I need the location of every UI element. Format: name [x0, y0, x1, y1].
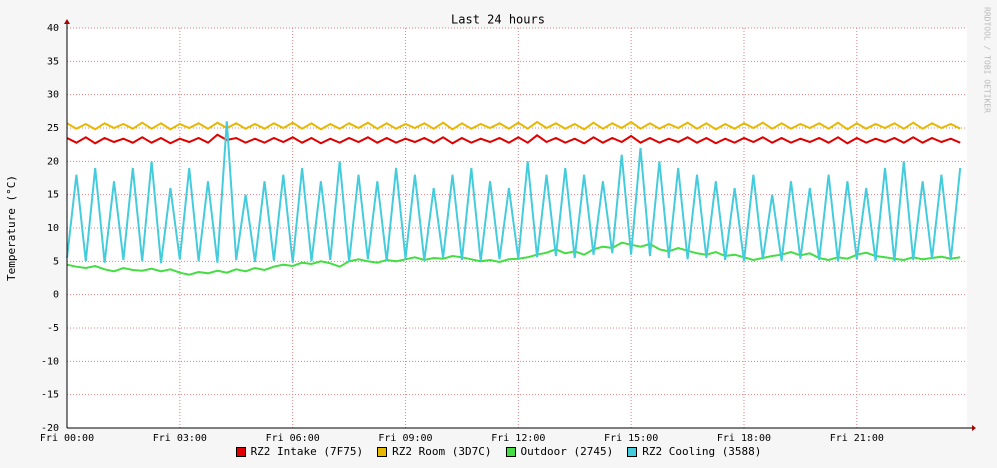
lines: [66, 120, 962, 276]
legend-swatch: [235, 446, 246, 457]
y-tick-label: -20: [41, 423, 59, 434]
y-axis-label: Temperature (°C): [5, 175, 18, 281]
legend-label: RZ2 Cooling (3588): [642, 445, 762, 458]
series-line: [66, 133, 961, 145]
x-tick-label: Fri 03:00: [153, 433, 207, 444]
legend-label: RZ2 Intake (7F75): [250, 445, 364, 458]
grid: [66, 27, 967, 429]
x-tick-label: Fri 00:00: [40, 433, 94, 444]
y-tick-label: -15: [41, 390, 59, 401]
x-tick-label: Fri 15:00: [604, 433, 658, 444]
y-tick-label: 0: [53, 290, 59, 301]
y-tick-label: 30: [47, 90, 59, 101]
legend-swatch: [627, 446, 638, 457]
y-tick-label: 35: [47, 56, 59, 67]
y-tick-label: 20: [47, 156, 59, 167]
x-tick-label: Fri 21:00: [830, 433, 884, 444]
legend-label: RZ2 Room (3D7C): [392, 445, 492, 458]
x-tick-label: Fri 06:00: [266, 433, 320, 444]
legend-item: RZ2 Cooling (3588): [627, 445, 761, 458]
legend: RZ2 Intake (7F75) RZ2 Room (3D7C) Outdoor …: [0, 445, 997, 458]
chart: Last 24 hours Temperature (°C) RRDTOOL /…: [5, 7, 992, 444]
x-arrow: [972, 425, 976, 431]
watermark: RRDTOOL / TOBI OETIKER: [983, 7, 992, 113]
y-tick-label: 40: [47, 23, 59, 34]
series-line: [66, 121, 962, 264]
x-tick-label: Fri 09:00: [378, 433, 432, 444]
x-tick-label: Fri 18:00: [717, 433, 771, 444]
y-tick-label: -10: [41, 356, 59, 367]
y-arrow: [64, 19, 70, 24]
x-tick-label: Fri 12:00: [491, 433, 545, 444]
y-tick-label: 10: [47, 223, 59, 234]
legend-item: RZ2 Intake (7F75): [235, 445, 364, 458]
y-tick-label: 5: [53, 256, 59, 267]
legend-swatch: [377, 446, 388, 457]
series-line: [66, 241, 961, 276]
legend-swatch: [505, 446, 516, 457]
legend-item: Outdoor (2745): [505, 445, 614, 458]
legend-item: RZ2 Room (3D7C): [377, 445, 492, 458]
y-tick-label: 25: [47, 123, 59, 134]
y-tick-label: 15: [47, 190, 59, 201]
legend-label: Outdoor (2745): [520, 445, 614, 458]
y-tick-label: -5: [47, 323, 59, 334]
series-line: [66, 120, 961, 131]
chart-title: Last 24 hours: [451, 13, 545, 27]
